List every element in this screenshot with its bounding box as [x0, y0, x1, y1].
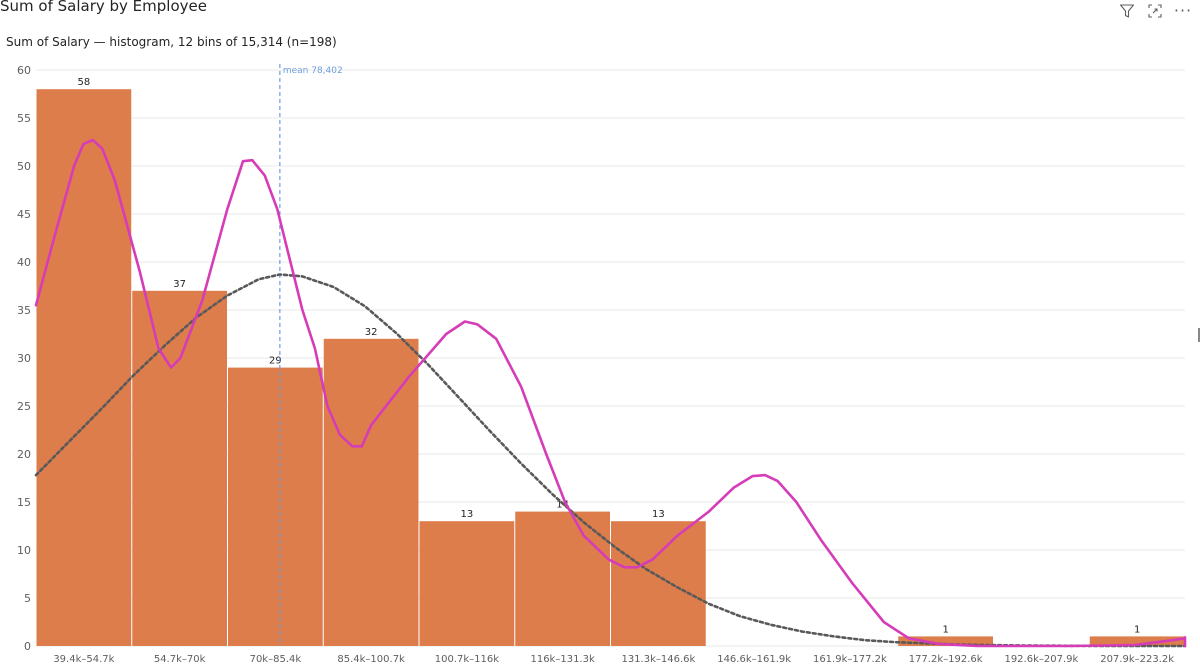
bars	[36, 89, 1185, 646]
chart-subtitle: Sum of Salary — histogram, 12 bins of 15…	[6, 35, 337, 49]
resize-handle[interactable]	[1198, 328, 1200, 342]
visual-title: Sum of Salary by Employee	[0, 0, 207, 15]
kde-curve-group	[34, 138, 1187, 648]
histogram-bar	[898, 636, 993, 646]
kde-curve	[34, 138, 1187, 648]
y-tick-label: 35	[17, 304, 31, 317]
mean-label: mean 78,402	[283, 66, 343, 76]
y-tick-label: 50	[17, 160, 31, 173]
x-tick-label: 85.4k–100.7k	[337, 654, 405, 665]
y-tick-label: 15	[17, 496, 31, 509]
x-tick-label: 39.4k–54.7k	[53, 654, 114, 665]
x-tick-label: 161.9k–177.2k	[813, 654, 887, 665]
data-label: 1	[1134, 624, 1140, 635]
normal-curve	[34, 273, 1187, 648]
focus-mode-icon[interactable]	[1146, 2, 1164, 20]
data-label: 37	[173, 279, 186, 290]
y-tick-label: 45	[17, 208, 31, 221]
x-tick-label: 177.2k–192.6k	[909, 654, 983, 665]
y-tick-label: 0	[24, 640, 31, 653]
y-axis-ticks: 0 5 10 15 20 25 30 35 40 45 50 55 60	[17, 64, 31, 653]
data-label: 13	[461, 509, 474, 520]
histogram-bar	[323, 338, 419, 646]
data-label: 13	[652, 509, 665, 520]
data-label: 1	[942, 624, 948, 635]
histogram-bar	[132, 290, 227, 646]
filter-icon[interactable]	[1118, 2, 1136, 20]
more-options-icon[interactable]: ···	[1173, 1, 1193, 20]
y-tick-label: 20	[17, 448, 31, 461]
y-tick-label: 55	[17, 112, 31, 125]
histogram-bar	[611, 521, 706, 646]
data-label: 58	[78, 77, 91, 88]
x-tick-label: 131.3k–146.6k	[621, 654, 695, 665]
histogram-bar	[1089, 636, 1185, 646]
y-tick-label: 30	[17, 352, 31, 365]
data-label: 32	[365, 327, 378, 338]
y-tick-label: 60	[17, 64, 31, 77]
x-tick-label: 54.7k–70k	[154, 654, 206, 665]
x-tick-label: 70k–85.4k	[250, 654, 302, 665]
normal-curve-group	[34, 273, 1187, 648]
y-tick-label: 10	[17, 544, 31, 557]
data-label: 29	[269, 356, 282, 367]
x-tick-label: 192.6k–207.9k	[1004, 654, 1078, 665]
data-labels: 58 37 29 32 13 14 13 1 1	[78, 77, 1141, 635]
y-tick-label: 5	[24, 592, 31, 605]
x-tick-label: 146.6k–161.9k	[717, 654, 791, 665]
y-tick-label: 25	[17, 400, 31, 413]
x-tick-label: 100.7k–116k	[435, 654, 500, 665]
histogram-bar	[228, 367, 323, 646]
data-label: 14	[556, 500, 569, 511]
histogram-bar	[515, 511, 610, 646]
x-tick-label: 207.9k–223.2k	[1100, 654, 1174, 665]
visual-header-icons: ···	[1118, 2, 1192, 20]
y-tick-label: 40	[17, 256, 31, 269]
histogram-bar	[36, 89, 132, 646]
histogram-bar	[419, 521, 515, 646]
mean-line-group: mean 78,402	[279, 64, 343, 646]
x-tick-label: 116k–131.3k	[530, 654, 595, 665]
x-axis-ticks: 39.4k–54.7k 54.7k–70k 70k–85.4k 85.4k–100.7…	[53, 654, 1174, 665]
